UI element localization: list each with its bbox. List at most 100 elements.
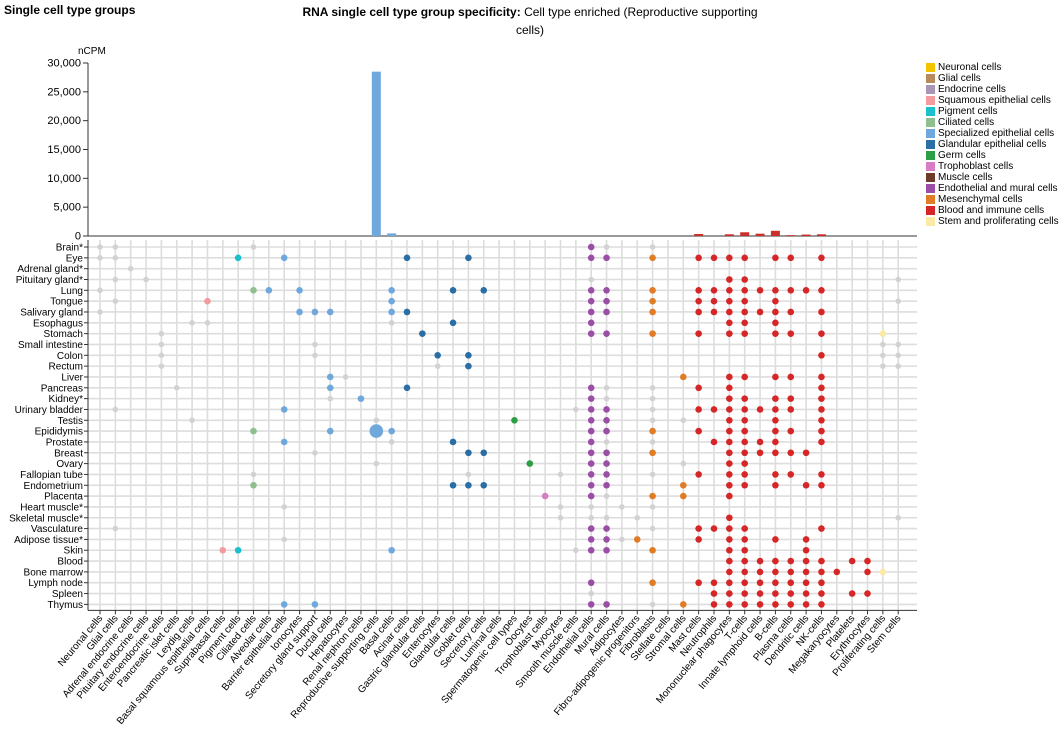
- dot-fibroblasts: [649, 579, 656, 587]
- dot-plasma-cells: [787, 557, 795, 565]
- dot-platelets: [848, 590, 856, 597]
- dot-mural-cells: [603, 287, 610, 294]
- dot-endothelial-cells: [587, 525, 595, 532]
- dot-grey-enterocytes: [434, 363, 441, 369]
- dot-grey-stromal-cells: [680, 417, 687, 424]
- legend-item-blood-and-immune-cells: Blood and immune cells: [926, 205, 1062, 216]
- dot-neutrophils: [710, 525, 718, 532]
- dot-endothelial-cells: [587, 579, 595, 587]
- dot-grey-reproductive-supporting-cells: [373, 417, 380, 424]
- dot-stromal-cells: [680, 601, 687, 608]
- dot-nk-cells: [818, 416, 825, 424]
- dot-secretory-cells: [480, 481, 488, 489]
- dot-grey-goblet-cells: [465, 471, 472, 478]
- legend-label: Endothelial and mural cells: [938, 183, 1058, 194]
- dot-ductal-cells: [326, 384, 334, 392]
- dot-secretory-gland-support: [311, 308, 319, 316]
- dot-glandular-cells: [449, 319, 457, 327]
- dot-b-cells: [772, 395, 779, 402]
- dot-basal-cells: [388, 546, 395, 554]
- dot-grey-endothelial-cells: [588, 514, 594, 521]
- dot-b-cells: [772, 297, 779, 305]
- tissue-label-salivary-gland: Salivary gland: [20, 307, 83, 318]
- y-tick-label: 25,000: [47, 86, 81, 98]
- dot-grey-fibroblasts: [649, 471, 656, 478]
- dot-grey-neuronal-cells: [97, 244, 103, 250]
- y-tick-label: 20,000: [47, 115, 81, 127]
- tissue-label-bone-marrow: Bone marrow: [24, 567, 84, 578]
- dot-b-cells: [772, 406, 779, 413]
- dot-nk-cells: [818, 287, 825, 294]
- tissue-label-skin: Skin: [64, 546, 83, 557]
- dot-t-cells: [741, 395, 748, 402]
- dot-mast-cells: [695, 471, 702, 478]
- dot-grey-proliferating-cells: [880, 352, 886, 359]
- dot-glandular-cells: [449, 287, 457, 294]
- dot-goblet-cells: [465, 254, 472, 262]
- dot-grey-ciliated-cells: [250, 244, 257, 250]
- dot-plasma-cells: [787, 590, 795, 597]
- dot-mural-cells: [603, 406, 610, 413]
- dot-nk-cells: [818, 557, 825, 565]
- dot-b-cells: [772, 254, 779, 262]
- tissue-label-adrenal-gland: Adrenal gland*: [17, 264, 83, 275]
- dot-neutrophils: [710, 406, 718, 413]
- legend-item-muscle-cells: Muscle cells: [926, 172, 1062, 183]
- dot-barrier-epithelial-cells: [280, 601, 288, 608]
- dot-nk-cells: [818, 579, 825, 587]
- dot-neutrophils: [710, 579, 718, 587]
- dot-mononuclear-phagocytes: [726, 579, 733, 587]
- y-tick-label: 10,000: [47, 173, 81, 185]
- dot-fibroblasts: [649, 492, 656, 500]
- dot-grey-proliferating-cells: [880, 363, 886, 369]
- dot-spermatogenic-cell-types: [511, 416, 518, 424]
- dot-plasma-cells: [787, 395, 795, 402]
- dot-mononuclear-phagocytes: [726, 395, 733, 402]
- dot-grey-fibroblasts: [649, 244, 656, 250]
- chart-title-rest: Cell type enriched (Reproductive support…: [515, 5, 758, 37]
- legend-swatch: [926, 63, 935, 72]
- legend-item-endocrine-cells: Endocrine cells: [926, 84, 1062, 95]
- dot-secretory-cells: [480, 449, 488, 457]
- tissue-label-heart-muscle: Heart muscle*: [20, 502, 83, 513]
- legend-swatch: [926, 129, 935, 138]
- dot-t-cells: [741, 601, 748, 608]
- y-tick-label: 15,000: [47, 144, 81, 156]
- dot-renal-nephron-cells: [357, 395, 365, 402]
- dot-t-cells: [741, 525, 748, 532]
- dot-grey-stem-cells: [895, 341, 901, 348]
- dot-innate-lymphoid-cells: [756, 438, 764, 446]
- dot-erythrocytes: [864, 557, 871, 565]
- tissue-label-eye: Eye: [66, 253, 84, 264]
- dot-grey-adipocytes: [619, 504, 625, 510]
- dot-grey-fibroblasts: [649, 395, 656, 402]
- dot-mural-cells: [603, 546, 610, 554]
- legend-swatch: [926, 151, 935, 160]
- dot-innate-lymphoid-cells: [756, 590, 764, 597]
- dot-b-cells: [772, 287, 779, 294]
- dot-neutrophils: [710, 254, 718, 262]
- dot-mononuclear-phagocytes: [726, 287, 733, 294]
- legend-item-stem-and-proliferating-cells: Stem and proliferating cells: [926, 216, 1062, 227]
- dot-grey-ductal-cells: [327, 395, 334, 402]
- dot-t-cells: [741, 546, 748, 554]
- dot-grey-stem-cells: [895, 276, 901, 283]
- tissue-label-vasculature: Vasculature: [31, 524, 84, 535]
- dot-t-cells: [741, 319, 748, 327]
- dot-grey-fibroblasts: [649, 417, 656, 424]
- tissue-label-esophagus: Esophagus: [33, 318, 83, 329]
- dot-t-cells: [741, 406, 748, 413]
- dot-t-cells: [741, 590, 748, 597]
- dot-alveolar-cells: [265, 287, 273, 294]
- dot-grey-pituitary-endocrine-cells: [143, 276, 149, 283]
- dot-grey-basal-squamous-epithelial-cells: [204, 320, 211, 326]
- dot-goblet-cells: [465, 481, 472, 489]
- dot-grey-myocytes: [557, 514, 564, 521]
- tissue-label-kidney: Kidney*: [49, 394, 84, 405]
- dot-secretory-gland-support: [311, 601, 319, 608]
- dot-t-cells: [741, 254, 748, 262]
- dot-t-cells: [741, 481, 748, 489]
- dot-t-cells: [741, 557, 748, 565]
- dot-barrier-epithelial-cells: [280, 438, 288, 446]
